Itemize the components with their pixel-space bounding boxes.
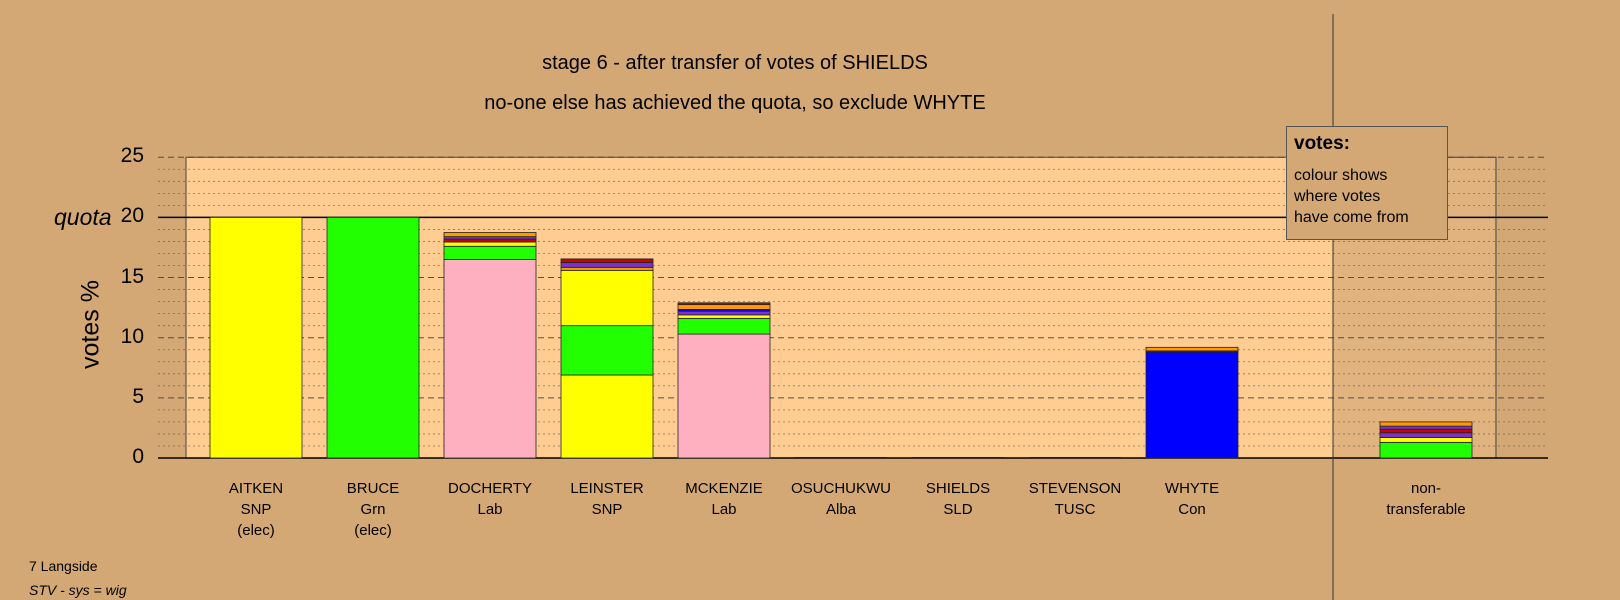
quota-label: quota [54,204,112,230]
bar-segment [677,333,771,459]
bar-segment [560,325,654,376]
bar-segment [1379,437,1473,443]
bar-segment [443,241,537,247]
bar-segment [326,216,420,459]
candidate-label-line: SNP [240,501,272,518]
candidate-label: MCKENZIE Lab [669,478,779,520]
bar-segment [677,318,771,335]
candidate-label: BRUCE Grn (elec) [318,478,428,541]
y-tick-label: 10 [120,324,144,348]
y-tick-label: 0 [132,445,144,468]
bar-segment [443,232,537,238]
candidate-label-line: Grn [360,501,386,518]
bar-segment [1379,425,1473,430]
candidate-label-line: non- [1410,480,1442,497]
candidate-label: WHYTE Con [1137,478,1247,520]
bar-segment [1379,441,1473,459]
bar-segment [560,374,654,459]
candidate-label-line: MCKENZIE [685,480,763,497]
bar-segment [443,238,537,243]
candidate-label-line: TUSC [1054,501,1096,518]
ward-name: 7 Langside [29,558,98,574]
candidate-label: OSUCHUKWU Alba [786,478,896,520]
legend-line: where votes [1294,188,1381,205]
bar-segment [677,310,771,316]
chart-title: stage 6 - after transfer of votes of SHI… [542,52,928,74]
bar-segment [677,314,771,319]
candidate-label-line: transferable [1386,501,1466,518]
candidate-label-line: Lab [711,501,737,518]
bar-segment [560,258,654,263]
candidate-label-line: WHYTE [1164,480,1220,497]
candidate-label-line: LEINSTER [570,480,644,497]
candidate-label-line: SHIELDS [925,480,991,497]
candidate-label-line: SLD [943,501,973,518]
candidate-label: non-transferable [1371,478,1481,520]
candidate-label-line: DOCHERTY [448,480,532,497]
candidate-label-line: (elec) [354,522,392,539]
legend-line: have come from [1294,209,1409,226]
bar-segment [677,302,771,306]
candidate-label-line: STEVENSON [1028,480,1122,497]
legend-line: colour shows [1294,167,1388,184]
bar-segment [1379,428,1473,434]
candidate-label-line: Con [1178,501,1206,518]
y-tick-label: 5 [132,384,144,408]
candidate-label-line: AITKEN [228,480,284,497]
bar-segment [1379,421,1473,427]
bar-segment [677,304,771,310]
candidate-label-line: (elec) [237,522,275,539]
bar-segment [560,262,654,268]
y-axis-label: votes % [76,280,105,369]
candidate-label-line: OSUCHUKWU [791,480,891,497]
y-tick-label: 25 [120,144,144,168]
candidate-label-line: SNP [591,501,623,518]
bar-segment [443,245,537,260]
y-tick-label: 15 [120,264,144,288]
bar-segment [1379,432,1473,438]
legend-title: votes: [1294,133,1350,154]
bar-segment [443,259,537,459]
voting-system-note: STV - sys = wig [29,582,127,598]
bar-segment [1145,346,1239,352]
candidate-label: AITKEN SNP (elec) [201,478,311,541]
y-tick-label: 20 [120,204,144,228]
bar-segment [560,266,654,271]
candidate-label-line: Lab [477,501,503,518]
candidate-label-line: BRUCE [346,480,400,497]
legend-box: votes: colour shows where votes have com… [1286,126,1448,240]
candidate-label: STEVENSON TUSC [1020,478,1130,520]
candidate-label: SHIELDS SLD [903,478,1013,520]
candidate-label: DOCHERTY Lab [435,478,545,520]
candidate-label-line: Alba [825,501,857,518]
bar-segment [209,216,303,459]
candidate-label: LEINSTER SNP [552,478,662,520]
bar-segment [560,269,654,327]
chart-subtitle: no-one else has achieved the quota, so e… [484,92,986,114]
bar-segment [1145,351,1239,459]
